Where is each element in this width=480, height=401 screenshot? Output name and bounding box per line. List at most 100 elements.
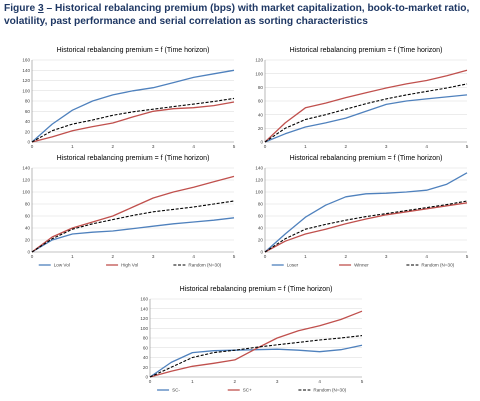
chart-2-y-tick-label: 80 [25,202,31,207]
chart-1-series-0-line [264,94,468,143]
chart-3-x-tick-label: 0 [264,254,267,259]
chart-2-legend-label: High Vol [121,263,138,268]
chart-4-x-tick-label: 3 [276,379,279,384]
chart-0-x-tick-label: 0 [31,144,34,149]
chart-3-y-tick-label: 140 [255,166,263,171]
chart-2-y-tick-label: 0 [27,250,30,255]
chart-0-title: Historical rebalancing premium = f (Time… [57,47,210,54]
chart-3-legend-label: Random (N=30) [421,263,454,268]
chart-0-y-tick-label: 100 [22,88,30,93]
chart-4-x-tick-label: 0 [149,379,152,384]
chart-2-x-tick-label: 2 [112,254,115,259]
chart-0-y-tick-label: 120 [22,78,30,83]
chart-2-x-tick-label: 4 [192,254,195,259]
chart-2-x-tick-label: 5 [233,254,236,259]
chart-2-series-2-line [31,200,235,253]
chart-4-y-tick-label: 40 [143,355,149,360]
chart-2-y-tick-label: 100 [22,190,30,195]
chart-3-y-tick-label: 0 [260,250,263,255]
chart-3-legend-label: Loser [287,263,299,268]
chart-2-y-tick-label: 60 [25,214,31,219]
chart-momentum: Historical rebalancing premium = f (Time… [255,155,468,268]
chart-4-y-tick-label: 20 [143,365,149,370]
chart-1-series-1-line [264,69,468,143]
chart-size: Historical rebalancing premium = f (Time… [22,47,236,158]
chart-4-y-tick-label: 160 [140,297,148,302]
chart-2-y-tick-label: 20 [25,238,31,243]
chart-3-title: Historical rebalancing premium = f (Time… [290,155,443,162]
chart-3-y-tick-label: 20 [258,238,264,243]
chart-4-x-tick-label: 4 [318,379,321,384]
chart-0-x-tick-label: 4 [192,144,195,149]
chart-0-series-0-line [31,69,235,143]
chart-value-growth: Historical rebalancing premium = f (Time… [255,47,469,158]
chart-2-series-0-line [31,217,235,253]
chart-1-series-2-line [264,83,468,143]
chart-4-y-tick-label: 120 [140,316,148,321]
chart-panel-serial-correlation: Historical rebalancing premium = f (Time… [130,283,370,399]
chart-2-y-tick-label: 140 [22,166,30,171]
figure-prefix: Figure [4,3,38,14]
chart-0-y-tick-label: 80 [25,99,31,104]
figure-caption-text: – Historical rebalancing premium (bps) w… [4,3,470,27]
chart-3-y-tick-label: 80 [258,202,264,207]
chart-4-x-tick-label: 1 [191,379,194,384]
chart-4-x-tick-label: 2 [234,379,237,384]
chart-1-y-tick-label: 120 [255,58,263,63]
chart-1-y-tick-label: 60 [258,99,264,104]
chart-0-y-tick-label: 140 [22,68,30,73]
chart-3-x-tick-label: 1 [304,254,307,259]
chart-4-legend-label: SC- [172,388,180,393]
chart-panel-momentum: Historical rebalancing premium = f (Time… [245,152,475,274]
chart-2-x-tick-label: 0 [31,254,34,259]
chart-3-y-tick-label: 40 [258,226,264,231]
chart-0-y-tick-label: 60 [25,109,31,114]
figure-caption: Figure 3 – Historical rebalancing premiu… [4,2,476,28]
chart-panel-value-growth: Historical rebalancing premium = f (Time… [245,44,475,164]
chart-4-series-1-line [149,310,363,378]
chart-2-x-tick-label: 1 [71,254,74,259]
chart-4-y-tick-label: 100 [140,326,148,331]
chart-1-x-tick-label: 5 [466,144,469,149]
chart-volatility: Historical rebalancing premium = f (Time… [22,155,236,268]
chart-1-y-tick-label: 80 [258,85,264,90]
chart-1-y-tick-label: 40 [258,112,264,117]
chart-0-x-tick-label: 5 [233,144,236,149]
chart-3-y-tick-label: 120 [255,178,263,183]
figure-number: 3 [37,3,44,14]
chart-4-x-tick-label: 5 [361,379,364,384]
chart-3-series-0-line [264,172,468,253]
chart-2-legend-label: Random (N=30) [188,263,221,268]
chart-0-x-tick-label: 3 [152,144,155,149]
chart-2-title: Historical rebalancing premium = f (Time… [57,155,210,162]
chart-2-y-tick-label: 40 [25,226,31,231]
chart-3-y-tick-label: 100 [255,190,263,195]
chart-2-series-1-line [31,175,235,253]
chart-4-legend-label: SC+ [243,388,252,393]
chart-3-y-tick-label: 60 [258,214,264,219]
chart-0-y-tick-label: 160 [22,58,30,63]
chart-0-y-tick-label: 20 [25,129,31,134]
chart-0-y-tick-label: 40 [25,119,31,124]
chart-1-y-tick-label: 20 [258,126,264,131]
chart-4-series-0-line [149,344,363,378]
chart-1-x-tick-label: 1 [304,144,307,149]
chart-0-series-2-line [31,97,235,143]
chart-3-series-1-line [264,202,468,253]
chart-4-title: Historical rebalancing premium = f (Time… [180,286,333,293]
chart-3-x-tick-label: 4 [425,254,428,259]
chart-4-y-tick-label: 140 [140,306,148,311]
chart-2-y-tick-label: 120 [22,178,30,183]
chart-4-y-tick-label: 60 [143,345,149,350]
chart-3-x-tick-label: 3 [385,254,388,259]
chart-4-series-2-line [149,335,363,378]
chart-2-x-tick-label: 3 [152,254,155,259]
chart-1-y-tick-label: 0 [260,140,263,145]
chart-1-x-tick-label: 4 [425,144,428,149]
chart-3-x-tick-label: 2 [345,254,348,259]
chart-panel-size: Historical rebalancing premium = f (Time… [12,44,242,164]
chart-4-y-tick-label: 0 [145,375,148,380]
chart-1-y-tick-label: 100 [255,71,263,76]
chart-1-x-tick-label: 0 [264,144,267,149]
chart-3-legend-label: Winner [354,263,369,268]
